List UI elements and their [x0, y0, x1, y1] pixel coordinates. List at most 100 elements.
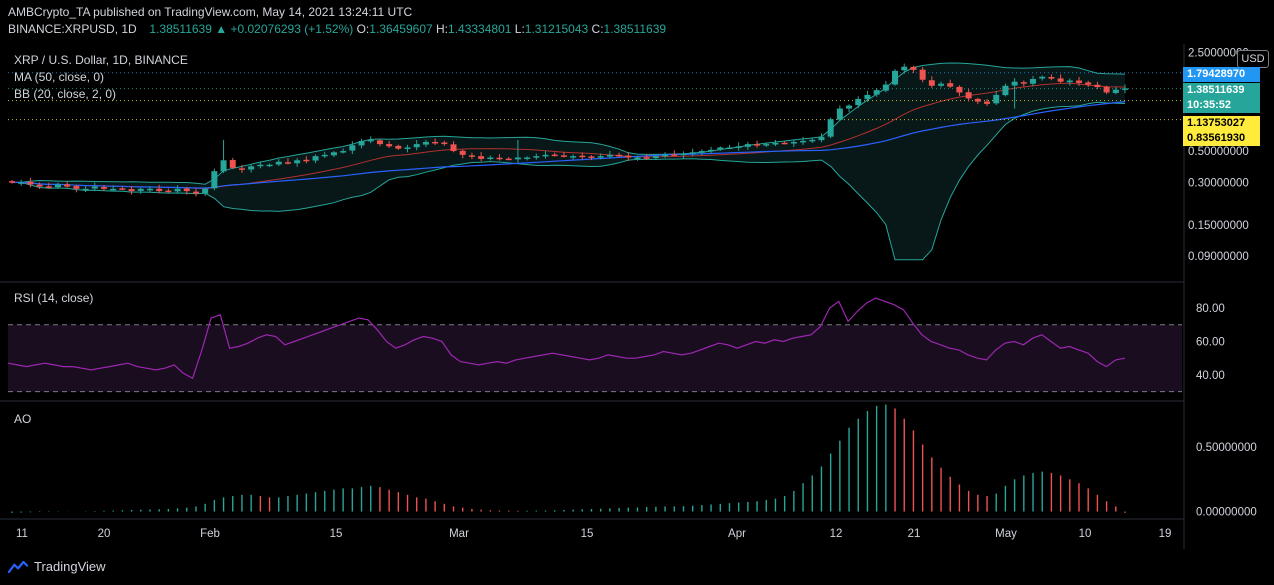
candle-body — [1085, 82, 1092, 85]
candle-body — [64, 184, 71, 187]
time-axis-label: Mar — [449, 528, 469, 540]
price-axis-tick: 0.09000000 — [1188, 251, 1249, 263]
candle-body — [496, 157, 503, 160]
candle-body — [634, 157, 641, 160]
footer-brand[interactable]: TradingView — [8, 559, 106, 574]
candle-body — [1122, 88, 1128, 90]
candle-body — [27, 181, 34, 185]
currency-selector[interactable]: USD — [1237, 50, 1269, 68]
bb-legend[interactable]: BB (20, close, 2, 0) — [14, 87, 117, 101]
ao-axis-tick: 0.00000000 — [1196, 507, 1257, 519]
candle-body — [1048, 77, 1055, 79]
high-value: 1.43334801 — [448, 22, 512, 36]
candle-body — [910, 66, 917, 70]
symbol-label[interactable]: BINANCE:XRPUSD, 1D — [8, 22, 137, 36]
bollinger-upper-line — [12, 62, 1126, 185]
time-axis-label: 15 — [581, 528, 594, 540]
candle-body — [708, 149, 715, 152]
candle-body — [82, 188, 89, 191]
candle-body — [36, 184, 43, 187]
rsi-axis-tick: 80.00 — [1196, 303, 1225, 315]
candle-body — [202, 188, 209, 194]
candle-body — [1094, 84, 1101, 88]
candle-body — [993, 94, 1000, 104]
candle-body — [919, 69, 926, 80]
rsi-band-fill — [8, 324, 1182, 392]
ma-legend[interactable]: MA (50, close, 0) — [14, 70, 105, 84]
candle-body — [73, 186, 80, 189]
ma50-line — [12, 101, 1126, 189]
candle-body — [606, 154, 613, 157]
candle-body — [901, 66, 908, 71]
candle-body — [1103, 86, 1110, 93]
candle-body — [882, 84, 889, 91]
candle-body — [211, 171, 218, 189]
bollinger-band-fill — [12, 62, 1125, 260]
time-axis-label: 10 — [1079, 528, 1092, 540]
candle-body — [855, 98, 862, 106]
candle-body — [312, 156, 319, 161]
time-axis-label: Apr — [728, 528, 746, 540]
candle-body — [514, 157, 521, 160]
candle-body — [330, 152, 337, 156]
candle-body — [165, 190, 172, 193]
candle-body — [422, 141, 429, 145]
candle-body — [873, 90, 880, 95]
candle-body — [726, 147, 733, 149]
candle-body — [864, 94, 871, 100]
candle-body — [110, 188, 117, 191]
open-label: O: — [356, 22, 370, 36]
close-value: 1.38511639 — [603, 22, 667, 36]
candle-body — [560, 155, 567, 157]
pair-legend[interactable]: XRP / U.S. Dollar, 1D, BINANCE — [14, 53, 188, 67]
candle-body — [413, 144, 420, 148]
candle-body — [257, 164, 264, 167]
candle-body — [836, 108, 843, 120]
candle-body — [597, 156, 604, 158]
candle-body — [680, 153, 687, 156]
candle-body — [763, 144, 770, 146]
symbol-line: BINANCE:XRPUSD, 1D 1.38511639 ▲ +0.02076… — [8, 22, 666, 36]
candle-body — [800, 140, 807, 143]
candle-body — [827, 119, 834, 137]
candle-body — [505, 158, 512, 161]
candle-body — [386, 144, 393, 147]
candle-body — [1057, 78, 1064, 82]
chart-canvas[interactable]: 2.50000000 0.50000000 0.30000000 0.15000000… — [0, 44, 1274, 549]
candle-body — [671, 154, 678, 156]
candle-body — [174, 188, 181, 192]
candle-body — [1039, 76, 1046, 79]
candle-body — [965, 92, 972, 99]
candle-body — [588, 156, 595, 158]
ao-legend[interactable]: AO — [14, 412, 32, 426]
candle-body — [625, 155, 632, 158]
candle-body — [275, 161, 282, 165]
candle-body — [938, 83, 945, 86]
candle-body — [156, 188, 163, 192]
pricetag-upper-band: 1.79428970 — [1183, 67, 1260, 82]
candle-body — [947, 83, 954, 87]
candle-body — [266, 164, 273, 167]
candle-body — [542, 154, 549, 157]
high-label: H: — [436, 22, 449, 36]
candle-body — [689, 152, 696, 154]
candle-body — [809, 139, 816, 142]
candle-body — [468, 155, 475, 157]
candle-body — [892, 70, 899, 85]
candle-body — [1011, 81, 1018, 86]
candle-body — [818, 136, 825, 141]
candle-body — [643, 157, 650, 159]
candle-body — [294, 160, 301, 164]
candle-body — [45, 186, 52, 188]
rsi-legend[interactable]: RSI (14, close) — [14, 291, 94, 305]
time-axis-label: 11 — [16, 528, 28, 540]
time-axis-label: May — [995, 528, 1017, 540]
bollinger-lower-line — [12, 101, 1126, 261]
candle-body — [781, 142, 788, 145]
candle-body — [367, 139, 374, 142]
time-axis-label: 15 — [330, 528, 343, 540]
candle-body — [579, 155, 586, 158]
candle-body — [137, 188, 144, 191]
candle-body — [459, 150, 466, 155]
candle-body — [119, 188, 126, 190]
